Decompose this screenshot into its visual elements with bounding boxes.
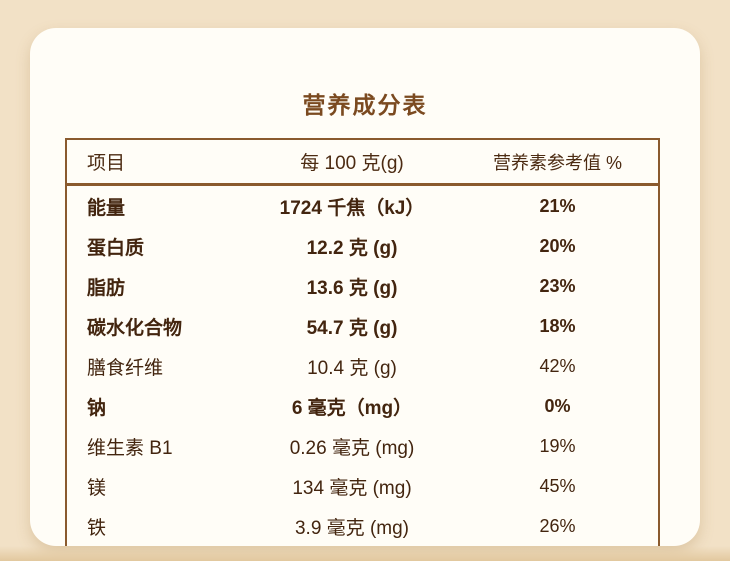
nutrient-nrv: 42% [539, 355, 576, 376]
table-row: 维生素 B1 0.26 毫克 (mg) 19% [67, 426, 658, 466]
nutrient-name: 蛋白质 [87, 237, 145, 259]
nutrient-name: 镁 [87, 477, 107, 499]
nutrient-amount: 12.2 克 (g) [306, 237, 398, 259]
nutrient-amount: 13.6 克 (g) [306, 277, 398, 299]
nutrient-nrv: 19% [539, 435, 576, 456]
nutrient-amount: 0.26 毫克 (mg) [289, 437, 415, 459]
bottom-shadow [0, 546, 730, 561]
page-title: 营养成分表 [302, 92, 428, 118]
nutrient-name: 维生素 B1 [87, 437, 173, 459]
table-row: 脂肪 13.6 克 (g) 23% [67, 266, 658, 306]
nutrient-amount: 6 毫克（mg） [291, 397, 413, 419]
nutrition-table: 项目 每 100 克(g) 营养素参考值 % 能量 1724 千焦（kJ） 21… [65, 138, 660, 546]
table-row: 蛋白质 12.2 克 (g) 20% [67, 226, 658, 266]
nutrient-nrv: 23% [539, 275, 576, 296]
table-row: 铁 3.9 毫克 (mg) 26% [67, 506, 658, 546]
nutrient-name: 铁 [87, 517, 107, 539]
table-row: 镁 134 毫克 (mg) 45% [67, 466, 658, 506]
nutrient-amount: 134 毫克 (mg) [292, 477, 412, 499]
header-per100g: 每 100 克(g) [300, 153, 404, 174]
nutrient-amount: 3.9 毫克 (mg) [294, 517, 410, 539]
header-nrv: 营养素参考值 % [492, 152, 622, 173]
nutrient-name: 钠 [87, 397, 107, 419]
table-row: 钠 6 毫克（mg） 0% [67, 386, 658, 426]
nutrient-nrv: 21% [539, 195, 576, 216]
header-item: 项目 [87, 153, 126, 174]
nutrient-amount: 10.4 克 (g) [307, 357, 397, 379]
nutrient-nrv: 45% [539, 475, 576, 496]
nutrient-amount: 1724 千焦（kJ） [279, 197, 425, 219]
nutrient-name: 膳食纤维 [87, 357, 164, 379]
table-row: 膳食纤维 10.4 克 (g) 42% [67, 346, 658, 386]
nutrient-name: 碳水化合物 [87, 317, 183, 339]
nutrition-card: 营养成分表 项目 每 100 克(g) 营养素参考值 % 能量 1724 千焦（… [30, 28, 700, 546]
table-header-row: 项目 每 100 克(g) 营养素参考值 % [67, 140, 658, 186]
nutrient-nrv: 18% [539, 315, 576, 336]
nutrient-name: 脂肪 [87, 277, 126, 299]
nutrient-nrv: 0% [544, 395, 571, 416]
nutrient-amount: 54.7 克 (g) [306, 317, 398, 339]
nutrient-nrv: 26% [539, 515, 576, 536]
table-row: 能量 1724 千焦（kJ） 21% [67, 186, 658, 226]
nutrient-name: 能量 [87, 197, 126, 219]
nutrient-nrv: 20% [539, 235, 576, 256]
table-row: 碳水化合物 54.7 克 (g) 18% [67, 306, 658, 346]
